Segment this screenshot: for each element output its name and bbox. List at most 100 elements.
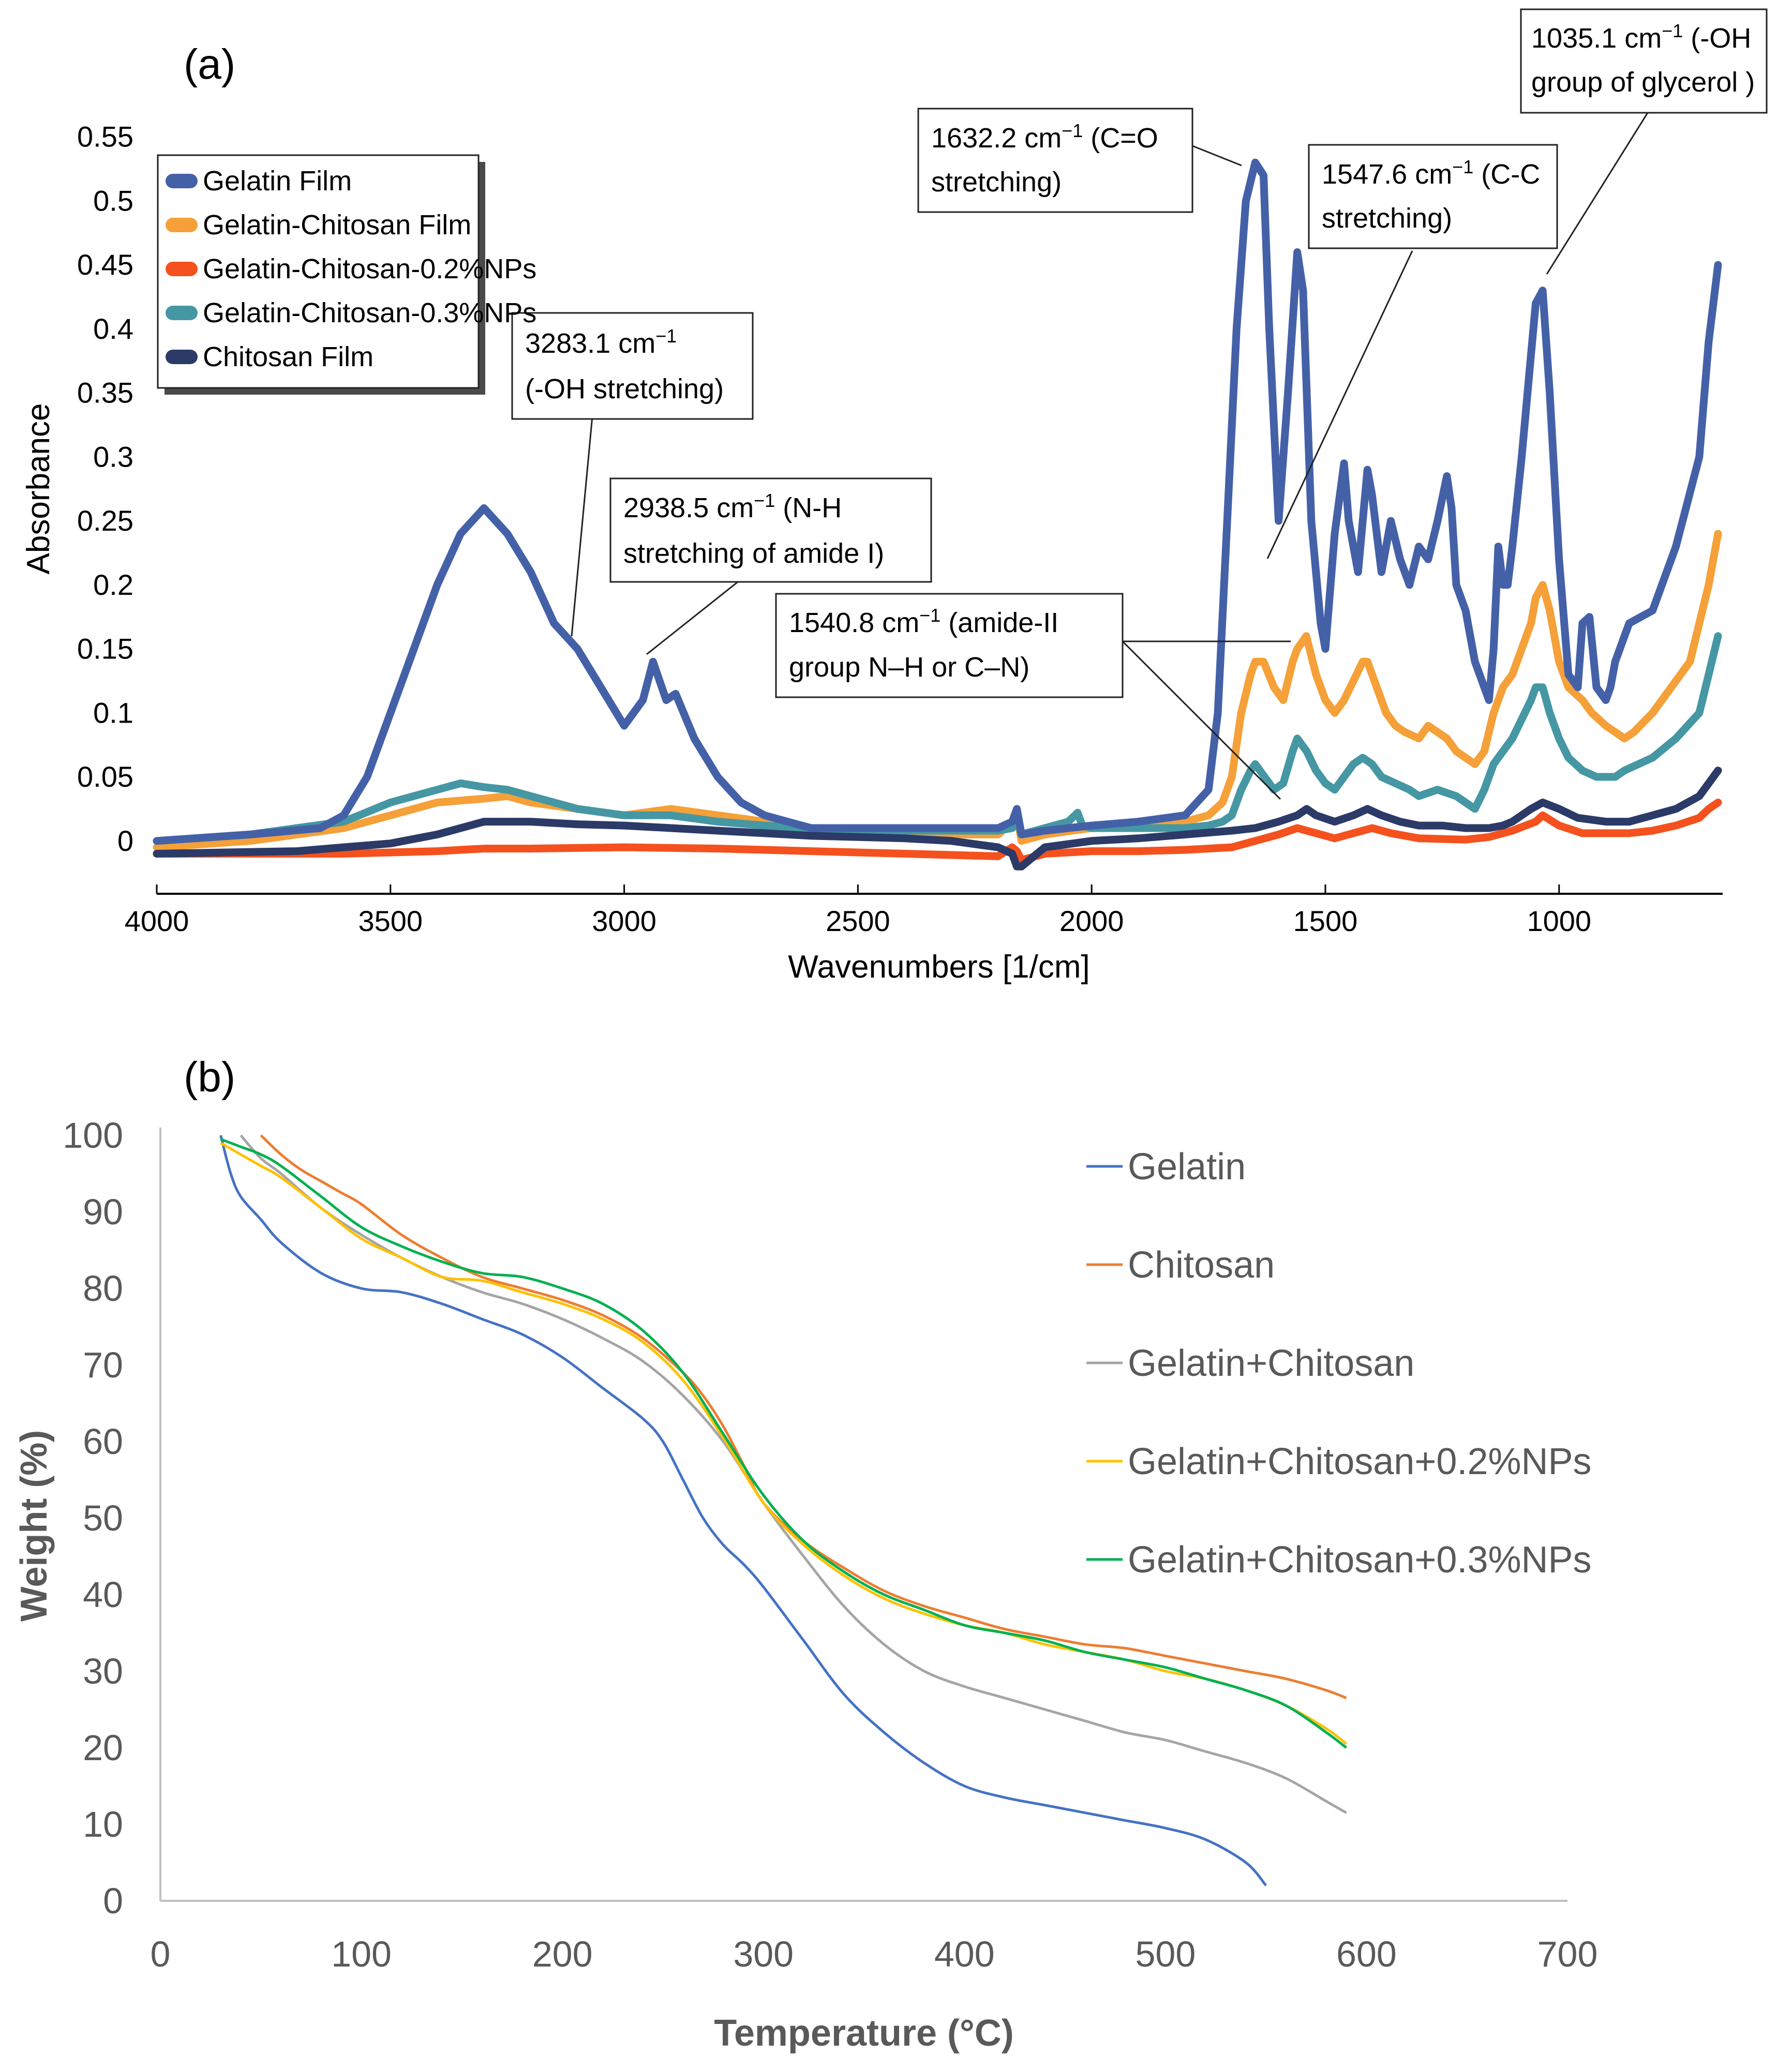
tga-y-tick-label: 20	[83, 1728, 123, 1768]
tga-x-tick-label: 200	[532, 1934, 593, 1974]
annotation-1035-unit-sup: −1	[1662, 20, 1683, 41]
tga-y-axis-title: Weight (%)	[13, 1430, 55, 1622]
ftir-series-gelatin-chitosan-0-3-nps	[153, 632, 1722, 845]
ftir-x-tick-label: 3000	[592, 905, 656, 937]
annotation-1547-wavenumber: 1547.6	[1322, 159, 1407, 190]
annotation-1540-box	[775, 593, 1124, 698]
tga-x-tick-label: 300	[733, 1934, 794, 1974]
annotation-1540-wavenumber: 1540.8	[789, 607, 874, 638]
ftir-y-tick-label: 0.05	[77, 760, 133, 793]
ftir-y-ticks: 0 0.05 0.1 0.15 0.2 0.25 0.3 0.35 0.4 0.45 0.5 0.55	[77, 121, 133, 857]
tga-series-group	[219, 1134, 1348, 1887]
annotation-1540-unit-sup: −1	[919, 605, 940, 626]
leader-2938	[646, 579, 740, 655]
tga-x-tick-label: 600	[1336, 1934, 1397, 1974]
ftir-y-tick-label: 0.3	[93, 440, 133, 473]
tga-y-ticks: 0 10 20 30 40 50 60 70 80 90 100	[63, 1115, 123, 1921]
annotation-1547-box	[1308, 144, 1558, 249]
ftir-legend-label-gelatin-film: Gelatin Film	[203, 166, 352, 197]
tga-series-gelatin-chitosan-0-2-nps	[220, 1142, 1348, 1745]
tga-x-tick-label: 100	[331, 1934, 392, 1974]
ftir-y-tick-label: 0.35	[77, 377, 133, 409]
annotation-1540: 1540.8 cm−1 (amide-II group N–H or C–N)	[775, 593, 1124, 698]
annotation-1035-box	[1520, 8, 1768, 114]
ftir-legend-swatch-gelatin-chitosan-0-2-nps	[166, 262, 198, 276]
ftir-series-gelatin-film	[153, 158, 1722, 845]
leader-1540-b	[1122, 640, 1281, 800]
tga-y-tick-label: 80	[83, 1268, 123, 1309]
annotation-3283-wavenumber: 3283.1	[525, 328, 610, 359]
ftir-legend-label-gelatin-chitosan-0-2-nps: Gelatin-Chitosan-0.2%NPs	[203, 253, 536, 284]
annotation-1540-line1: 1540.8 cm−1 (amide-II	[789, 605, 1058, 638]
tga-legend: Gelatin Chitosan Gelatin+Chitosan Gelatin+C…	[1086, 1146, 1592, 1581]
annotation-1547-unit-sup: −1	[1452, 156, 1473, 177]
annotation-3283: 3283.1 cm−1 (-OH stretching)	[511, 312, 754, 420]
annotation-1035-desc1: (-OH	[1691, 23, 1751, 54]
tga-x-tick-label: 0	[151, 1934, 171, 1974]
ftir-x-tick-label: 3500	[359, 905, 423, 937]
annotation-1035-unit: cm	[1624, 23, 1662, 54]
panel-b-label: (b)	[184, 1054, 235, 1101]
annotation-2938-line1: 2938.5 cm−1 (N-H	[623, 490, 842, 523]
annotation-1632-line1: 1632.2 cm−1 (C=O	[931, 120, 1158, 154]
tga-legend-label-gelatin-chitosan-0-2-nps: Gelatin+Chitosan+0.2%NPs	[1128, 1441, 1592, 1482]
tga-x-axis-title: Temperature (°C)	[714, 2013, 1014, 2054]
ftir-x-tick-label: 1500	[1293, 905, 1358, 937]
ftir-legend-swatch-gelatin-chitosan-film	[166, 218, 198, 232]
ftir-legend: Gelatin Film Gelatin-Chitosan Film Gelatin…	[157, 154, 536, 395]
annotation-2938: 2938.5 cm−1 (N-H stretching of amide I)	[609, 477, 932, 583]
ftir-series-group	[153, 158, 1722, 871]
ftir-y-tick-label: 0.1	[93, 696, 133, 729]
leader-1547	[1266, 250, 1413, 559]
ftir-x-tick-label: 2000	[1059, 905, 1124, 937]
tga-x-tick-label: 400	[934, 1934, 995, 1974]
annotation-2938-wavenumber: 2938.5	[623, 492, 709, 523]
ftir-annotation-leaders	[571, 108, 1651, 800]
ftir-y-tick-label: 0.15	[77, 633, 133, 665]
annotation-1632-box	[917, 108, 1193, 213]
tga-x-tick-label: 500	[1135, 1934, 1196, 1974]
ftir-x-tick-label: 4000	[125, 905, 189, 937]
annotation-1540-unit: cm	[882, 607, 919, 638]
ftir-series-chitosan-film	[153, 767, 1722, 871]
ftir-x-axis-title: Wavenumbers [1/cm]	[788, 949, 1089, 985]
annotation-1035-line1: 1035.1 cm−1 (-OH	[1531, 20, 1751, 54]
tga-x-tick-label: 700	[1537, 1934, 1598, 1974]
leader-3283	[571, 416, 593, 637]
annotation-1632-desc1: (C=O	[1091, 123, 1158, 154]
tga-y-tick-label: 100	[63, 1115, 123, 1155]
tga-y-tick-label: 70	[83, 1345, 123, 1385]
tga-legend-label-gelatin-chitosan: Gelatin+Chitosan	[1128, 1343, 1414, 1384]
ftir-x-tick-label: 2500	[826, 905, 890, 937]
tga-y-tick-label: 30	[83, 1651, 123, 1691]
annotation-3283-box	[511, 312, 754, 420]
panel-a: (a) 0 0.05 0.1 0.15 0.2 0.25 0.3 0.35 0.4 0.45 0.5…	[21, 8, 1768, 985]
annotation-3283-line2: (-OH stretching)	[525, 373, 724, 404]
annotation-3283-unit: cm	[618, 328, 655, 359]
tga-y-tick-label: 50	[83, 1498, 123, 1538]
ftir-y-tick-label: 0.25	[77, 504, 133, 537]
annotation-3283-unit-sup: −1	[655, 325, 677, 347]
ftir-legend-items: Gelatin Film Gelatin-Chitosan Film Gelatin…	[166, 166, 536, 372]
ftir-y-tick-label: 0.4	[93, 312, 133, 345]
ftir-legend-swatch-gelatin-film	[166, 174, 198, 188]
annotation-3283-line1: 3283.1 cm−1	[525, 325, 677, 359]
ftir-series-gelatin-chitosan-0-2-nps	[153, 799, 1722, 864]
annotation-1035-line2: group of glycerol )	[1531, 67, 1755, 98]
tga-x-ticks: 0 100 200 300 400 500 600 700	[151, 1934, 1598, 1974]
ftir-y-tick-label: 0.2	[93, 568, 133, 601]
annotation-1035-wavenumber: 1035.1	[1531, 23, 1617, 54]
ftir-x-ticks: 4000 3500 3000 2500 2000 1500 1000	[125, 884, 1591, 937]
ftir-y-tick-label: 0	[117, 824, 133, 857]
ftir-legend-label-gelatin-chitosan-film: Gelatin-Chitosan Film	[203, 209, 471, 241]
tga-series-gelatin	[219, 1135, 1267, 1887]
ftir-legend-label-chitosan-film: Chitosan Film	[203, 341, 374, 372]
annotation-2938-desc1: (N-H	[783, 492, 842, 523]
ftir-y-axis-title: Absorbance	[21, 403, 56, 575]
tga-series-gelatin-chitosan-0-3-nps	[220, 1138, 1348, 1749]
annotation-1547: 1547.6 cm−1 (C-C stretching)	[1308, 144, 1558, 249]
annotation-1632-line2: stretching)	[931, 167, 1062, 198]
tga-y-tick-label: 10	[83, 1804, 123, 1844]
panel-b: (b) 0 10 20 30 40 50 60 70 80 90 100 0 100 200 300 400…	[13, 1054, 1597, 2054]
